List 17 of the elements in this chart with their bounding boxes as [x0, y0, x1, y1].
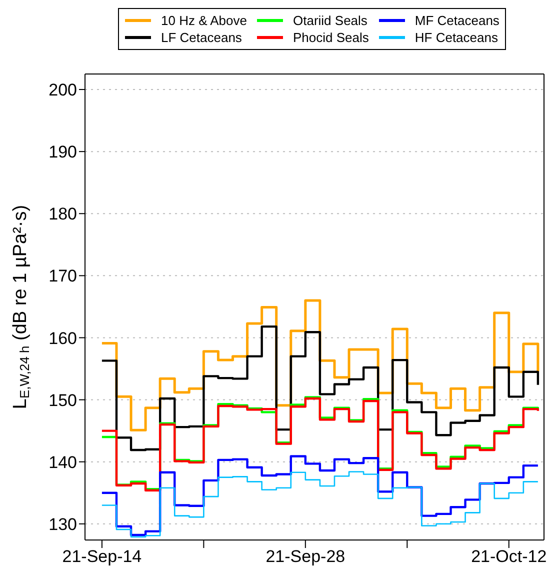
y-tick-label: 200 [48, 80, 77, 100]
y-tick-label: 160 [48, 328, 77, 348]
x-tick-label: 21-Sep-28 [266, 547, 346, 566]
legend-label: Otariid Seals [293, 13, 368, 28]
legend-label: 10 Hz & Above [161, 13, 247, 28]
y-tick-label: 190 [48, 142, 77, 162]
legend-label: HF Cetaceans [414, 30, 498, 45]
legend-label: Phocid Seals [293, 30, 369, 45]
x-tick-label: 21-Sep-14 [62, 547, 142, 566]
legend-label: MF Cetaceans [414, 13, 500, 28]
y-tick-label: 180 [48, 204, 77, 224]
y-tick-label: 140 [48, 452, 77, 472]
y-tick-label: 150 [48, 390, 77, 410]
y-tick-label: 130 [48, 514, 77, 534]
y-tick-label: 170 [48, 266, 77, 286]
legend-label: LF Cetaceans [161, 30, 242, 45]
x-tick-label: 21-Oct-12 [471, 547, 547, 566]
